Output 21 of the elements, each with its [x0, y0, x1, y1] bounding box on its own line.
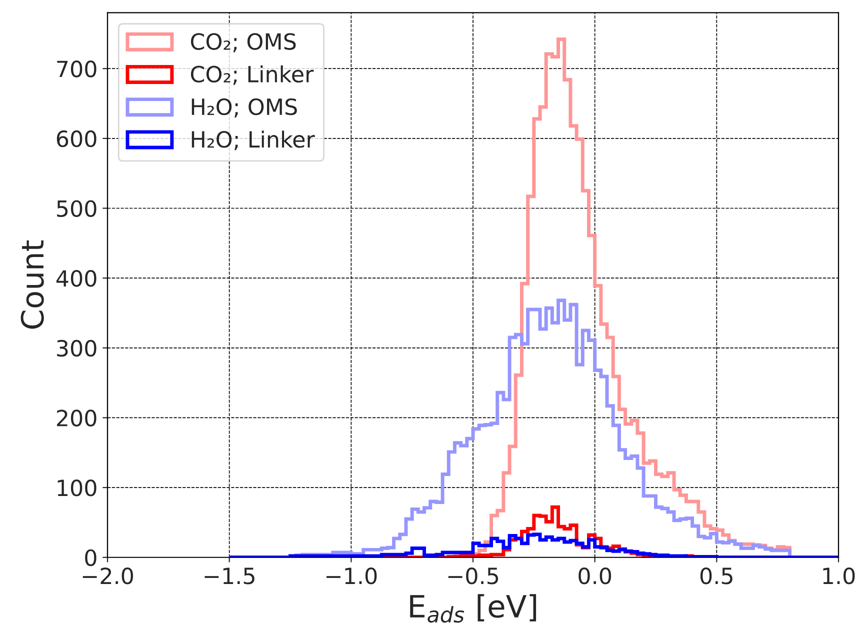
y-tick-label: 300	[57, 340, 96, 357]
x-tick-label: −0.5	[448, 567, 498, 584]
y-axis-title: Count	[20, 240, 44, 329]
x-tick-label: −2.0	[82, 567, 134, 584]
y-tick-label: 400	[56, 270, 96, 287]
legend-label: H₂O; OMS	[192, 98, 297, 118]
y-tick-label: 600	[56, 130, 96, 148]
legend-label: H₂O; Linker	[192, 130, 315, 150]
x-axis-title: E$_{ads}$ [eV]	[410, 594, 536, 623]
y-tick-label: 200	[56, 410, 96, 426]
x-tick-label: −1.5	[204, 568, 254, 584]
y-tick-label: 100	[58, 480, 96, 496]
x-tick-label: −1.0	[326, 567, 377, 584]
x-tick-label: 1.0	[823, 567, 855, 584]
y-tick-label: 500	[57, 200, 96, 218]
x-tick-label: 0.5	[700, 567, 732, 584]
legend-label: CO₂; Linker	[190, 65, 314, 85]
legend-label: CO₂; OMS	[190, 33, 296, 52]
y-tick-label: 0	[85, 549, 96, 566]
y-tick-label: 700	[57, 60, 96, 78]
x-tick-label: 0.0	[578, 567, 612, 584]
